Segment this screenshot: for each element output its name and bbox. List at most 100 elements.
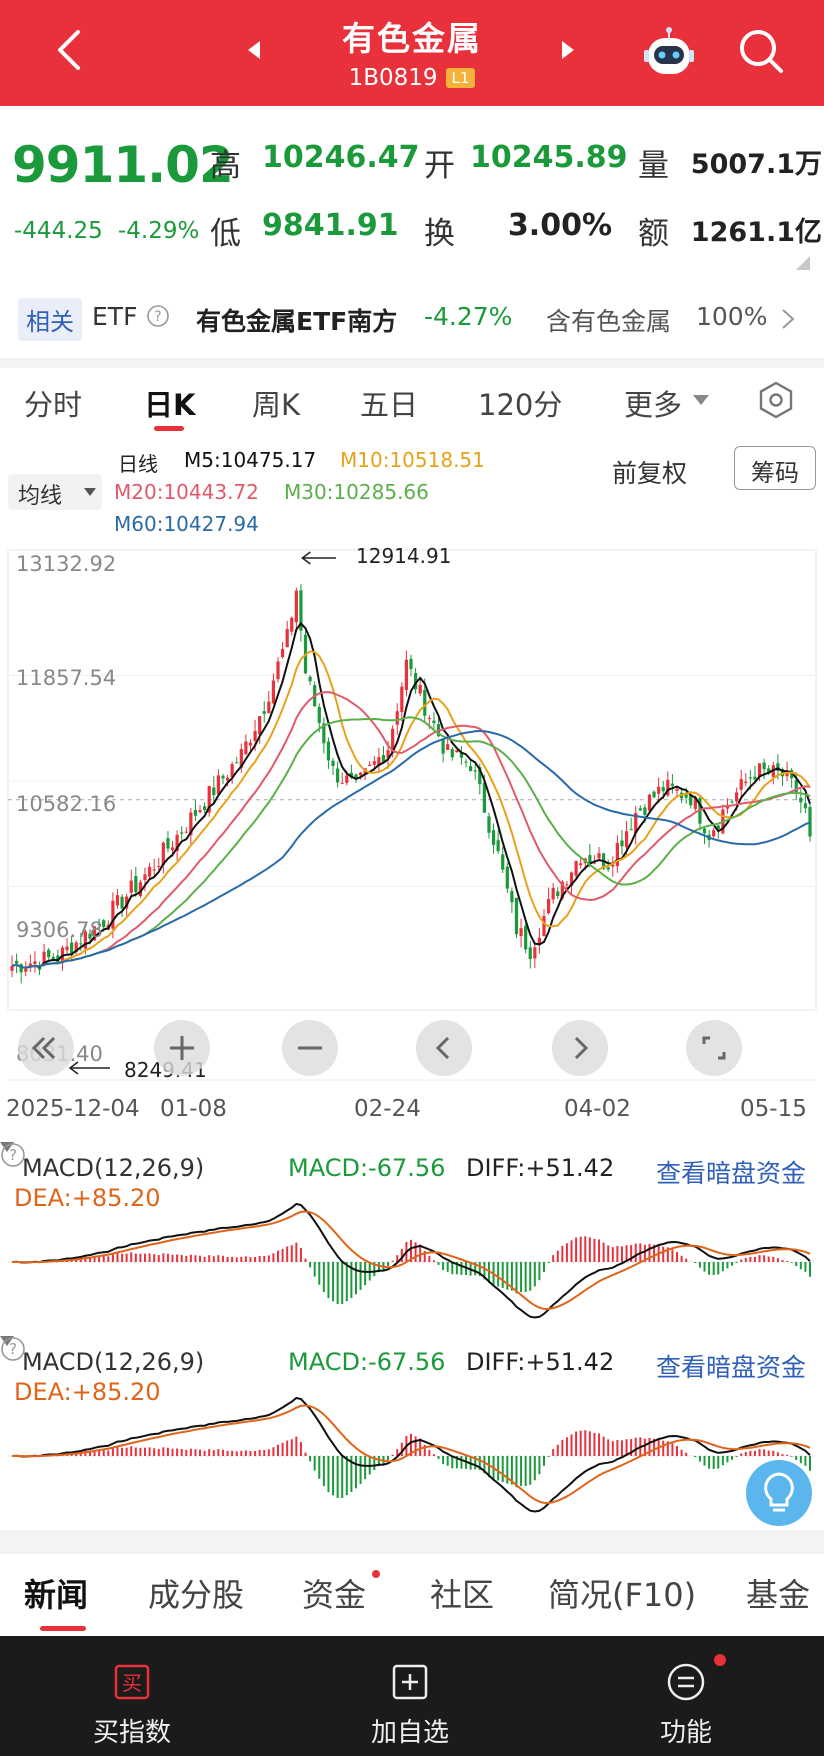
caret-down-icon[interactable] (692, 394, 710, 406)
tab-five-day[interactable]: 五日 (360, 388, 419, 422)
tab-community[interactable]: 社区 (430, 1576, 495, 1614)
candle-body (482, 782, 486, 813)
lightbulb-fab[interactable] (746, 1460, 812, 1526)
scroll-left-button[interactable] (416, 1020, 472, 1076)
search-icon[interactable] (736, 26, 786, 76)
add-watchlist-button[interactable]: 加自选 (310, 1636, 510, 1756)
candle-body (134, 876, 138, 893)
etf-name[interactable]: 有色金属ETF南方 (196, 307, 398, 336)
candle-body (592, 862, 597, 864)
etf-label: ETF (92, 302, 138, 331)
tab-120-min[interactable]: 120分 (478, 388, 563, 422)
candle-body (170, 847, 175, 851)
tab-profile-f10[interactable]: 简况(F10) (548, 1576, 697, 1614)
candle-body (661, 787, 665, 792)
amount-label: 额 (638, 216, 669, 252)
tab-funds-flow[interactable]: 资金 (302, 1576, 367, 1614)
settings-hexagon-icon[interactable] (756, 380, 796, 420)
candle-body (606, 867, 610, 870)
candle-body (115, 895, 120, 906)
low-label: 低 (210, 216, 241, 252)
candle-body (652, 791, 656, 798)
tab-news[interactable]: 新闻 (24, 1576, 89, 1614)
daily-line-label: 日线 (118, 452, 158, 476)
help-icon[interactable]: ? (0, 1336, 26, 1362)
fullscreen-button[interactable] (686, 1020, 742, 1076)
high-label: 高 (210, 148, 241, 184)
ma-select-button[interactable]: 均线 (8, 474, 102, 510)
candle-body (735, 792, 739, 802)
macd-panel-secondary[interactable]: MACD(12,26,9) ? MACD:-67.56 DIFF:+51.42 … (0, 1336, 824, 1524)
candle-body (803, 803, 808, 809)
related-etf-bar[interactable]: 相关 ETF ? 有色金属ETF南方 -4.27% 含有色金属 100% (0, 282, 824, 358)
ma-line-m60 (11, 729, 811, 969)
function-menu-button[interactable]: 功能 (586, 1636, 786, 1756)
tab-intraday[interactable]: 分时 (24, 388, 83, 422)
chevron-right-icon[interactable] (780, 308, 796, 330)
minus-icon (298, 1046, 322, 1050)
candle-body (491, 830, 496, 845)
candle-body (730, 801, 734, 803)
candle-body (469, 766, 473, 772)
dark-pool-link[interactable]: 查看暗盘资金 (655, 1353, 806, 1382)
help-icon[interactable]: ? (0, 1142, 26, 1168)
ma30-value: M30:10285.66 (284, 480, 429, 504)
tab-weekly-k[interactable]: 周K (252, 388, 301, 422)
next-index-icon[interactable] (556, 38, 580, 62)
y-tick-3: 10582.16 (16, 792, 117, 816)
period-tabs: 分时 日K 周K 五日 120分 更多 (0, 368, 824, 434)
candle-body (675, 788, 679, 791)
candle-body (611, 864, 615, 867)
candle-body (258, 716, 262, 735)
dark-pool-link[interactable]: 查看暗盘资金 (655, 1159, 806, 1188)
candle-body (780, 768, 785, 777)
zoom-in-button[interactable] (154, 1020, 210, 1076)
candle-body (716, 825, 720, 829)
candle-body (102, 920, 106, 928)
x-tick-3: 02-24 (354, 1096, 421, 1122)
candle-body (207, 786, 211, 813)
macd-title[interactable]: MACD(12,26,9) (22, 1348, 205, 1376)
buy-index-label: 买指数 (92, 1718, 171, 1748)
robot-assistant-icon[interactable] (640, 24, 698, 82)
ma20-value: M20:10443.72 (114, 480, 259, 504)
candle-body (193, 810, 198, 816)
tab-daily-k[interactable]: 日K (144, 388, 196, 422)
section-divider (0, 1530, 824, 1554)
amount-value: 1261.1亿 (690, 217, 822, 248)
candle-body (216, 775, 220, 794)
back-arrow-icon[interactable] (46, 24, 98, 76)
kline-plot[interactable] (0, 536, 824, 1096)
candle-body (496, 840, 500, 852)
scroll-right-button[interactable] (552, 1020, 608, 1076)
candle-body (556, 891, 560, 897)
help-icon[interactable]: ? (146, 304, 170, 328)
tab-more[interactable]: 更多 (624, 388, 683, 422)
candle-body (368, 764, 372, 766)
zoom-out-button[interactable] (282, 1020, 338, 1076)
candle-body (203, 806, 207, 811)
kline-chart[interactable]: 13132.92 11857.54 10582.16 9306.78 8031.… (0, 536, 824, 1122)
candle-body (28, 963, 32, 967)
candle-body (377, 757, 381, 766)
previous-index-icon[interactable] (242, 38, 266, 62)
buy-index-button[interactable]: 买 买指数 (32, 1636, 232, 1756)
macd-title[interactable]: MACD(12,26,9) (22, 1154, 205, 1182)
scroll-start-button[interactable] (18, 1020, 74, 1076)
tab-fund[interactable]: 基金 (746, 1576, 811, 1614)
expand-corner-icon[interactable] (796, 256, 810, 270)
forward-adjust-label[interactable]: 前复权 (612, 459, 688, 488)
chevron-right-icon (574, 1036, 589, 1060)
macd-panel[interactable]: MACD(12,26,9) ? MACD:-67.56 DIFF:+51.42 … (0, 1142, 824, 1330)
dea-line (12, 1404, 811, 1505)
add-watchlist-label: 加自选 (370, 1718, 449, 1748)
candle-body (670, 783, 675, 786)
candle-body (175, 834, 179, 852)
tab-constituents[interactable]: 成分股 (148, 1576, 245, 1614)
candle-body (33, 961, 37, 965)
candle-body (391, 728, 395, 753)
macd-plot (8, 1396, 816, 1513)
bottom-action-bar: 买 买指数 加自选 功能 (0, 1636, 824, 1756)
candle-body (712, 830, 716, 837)
chips-button[interactable]: 筹码 (734, 446, 816, 490)
